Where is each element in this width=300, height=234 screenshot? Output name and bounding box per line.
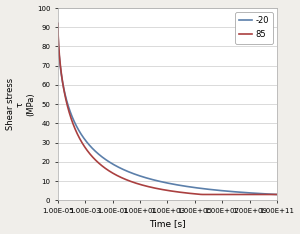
85	[56, 22, 60, 25]
X-axis label: Time [s]: Time [s]	[149, 219, 186, 228]
-20	[269, 193, 272, 196]
85	[200, 193, 203, 196]
Legend: -20, 85: -20, 85	[235, 12, 273, 44]
-20	[229, 190, 232, 193]
85	[269, 193, 272, 196]
85	[229, 193, 232, 196]
-20	[269, 193, 272, 196]
-20	[275, 193, 279, 196]
85	[269, 193, 272, 196]
85	[67, 110, 71, 113]
85	[163, 189, 166, 191]
-20	[56, 22, 60, 25]
85	[157, 187, 160, 190]
-20	[157, 180, 160, 183]
85	[275, 193, 279, 196]
Line: 85: 85	[58, 23, 277, 194]
-20	[67, 107, 71, 110]
-20	[163, 181, 166, 184]
Y-axis label: Shear stress
τ
(MPa): Shear stress τ (MPa)	[6, 78, 35, 130]
Line: -20: -20	[58, 23, 277, 194]
